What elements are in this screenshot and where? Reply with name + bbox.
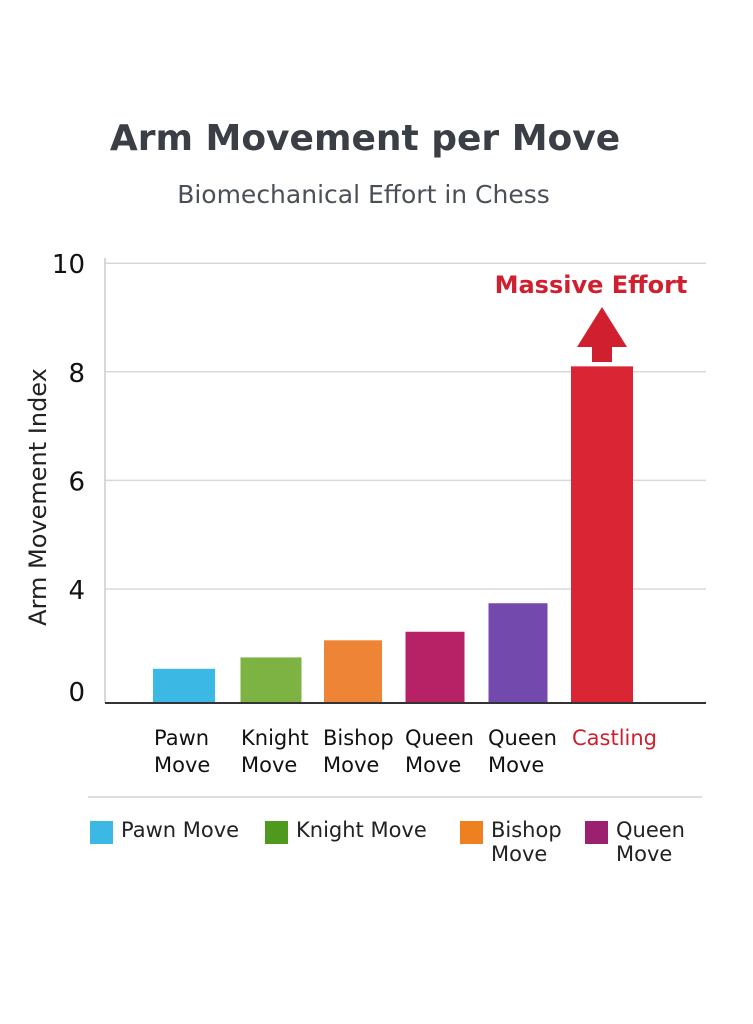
y-tick-label: 10 xyxy=(52,250,85,280)
legend-label: Pawn Move xyxy=(121,818,240,842)
bar-castling xyxy=(571,366,633,703)
legend-swatch xyxy=(585,821,608,844)
bar-queen-move xyxy=(405,631,465,703)
legend-swatch xyxy=(90,821,113,844)
legend-entry: Bishop Move xyxy=(460,818,585,866)
bar-chart: 10 8 6 4 0 Arm Movement Index Pawn Move Knight Mo… xyxy=(24,250,706,777)
bar-pawn-move xyxy=(153,668,215,703)
bar-knight-move xyxy=(240,657,302,703)
legend-label: Knight Move xyxy=(296,818,427,842)
y-tick-label: 0 xyxy=(68,678,85,708)
x-tick-label: Queen Move xyxy=(488,726,557,777)
bar-bishop-move xyxy=(324,640,382,703)
legend-entry: Queen Move xyxy=(585,818,705,866)
x-tick-label: Bishop Move xyxy=(323,726,394,777)
x-tick-label: Knight Move xyxy=(241,726,309,777)
legend-entry: Pawn Move xyxy=(90,818,265,866)
y-tick-label: 4 xyxy=(68,576,85,606)
legend-swatch xyxy=(460,821,483,844)
chart-subtitle: Biomechanical Effort in Chess xyxy=(177,180,550,209)
bar-queen-move xyxy=(488,603,548,703)
legend-swatch xyxy=(265,821,288,844)
chart-title: Arm Movement per Move xyxy=(109,118,621,159)
arrow-up-icon xyxy=(577,307,627,362)
x-tick-label: Castling xyxy=(572,726,657,750)
legend-label: Queen Move xyxy=(616,818,685,866)
legend-label: Bishop Move xyxy=(491,818,562,866)
y-tick-label: 6 xyxy=(68,467,85,497)
legend: Pawn Move Knight Move Bishop Move Queen Mov… xyxy=(90,818,705,866)
annotation-massive-effort: Massive Effort xyxy=(495,271,688,299)
x-tick-label: Pawn Move xyxy=(154,726,210,777)
legend-entry: Knight Move xyxy=(265,818,460,866)
x-tick-label: Queen Move xyxy=(405,726,474,777)
legend-divider xyxy=(88,796,702,798)
y-axis-label: Arm Movement Index xyxy=(24,368,52,626)
y-tick-label: 8 xyxy=(68,359,85,389)
